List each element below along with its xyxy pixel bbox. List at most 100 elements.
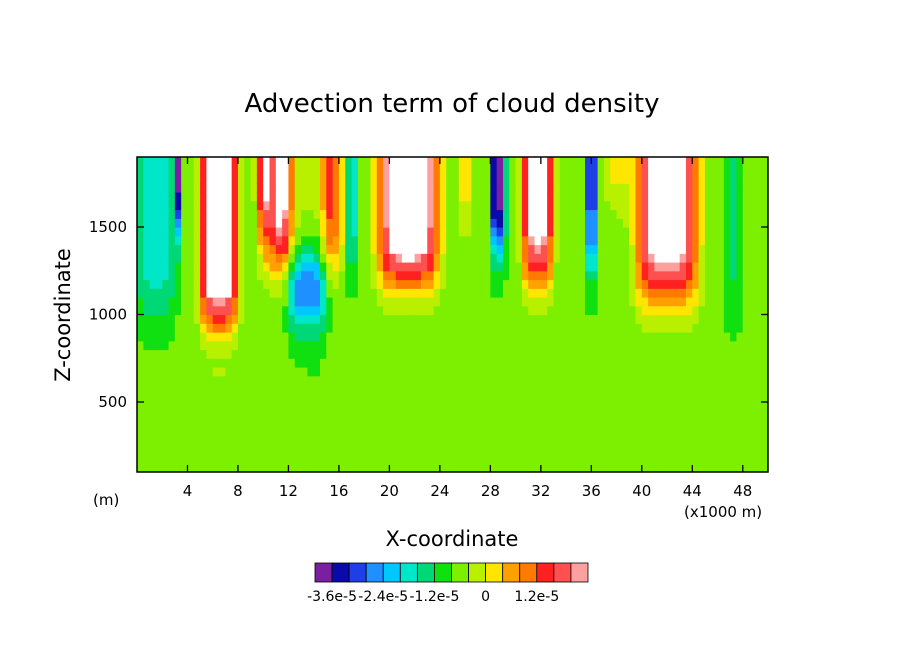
- heatmap-cell: [471, 244, 479, 254]
- heatmap-cell: [427, 358, 435, 368]
- heatmap-cell: [509, 218, 517, 228]
- heatmap-cell: [269, 262, 277, 272]
- heatmap-cell: [553, 384, 561, 394]
- heatmap-cell: [143, 192, 151, 202]
- heatmap-cell: [389, 288, 397, 298]
- heatmap-cell: [414, 393, 422, 403]
- heatmap-cell: [370, 454, 378, 464]
- heatmap-cell: [162, 279, 170, 289]
- heatmap-cell: [502, 410, 510, 421]
- heatmap-cell: [408, 402, 416, 412]
- heatmap-cell: [313, 218, 321, 228]
- heatmap-cell: [603, 288, 611, 298]
- heatmap-cell: [603, 174, 611, 184]
- heatmap-cell: [376, 419, 384, 429]
- heatmap-cell: [723, 323, 731, 333]
- heatmap-cell: [326, 218, 334, 228]
- heatmap-cell: [357, 253, 365, 263]
- heatmap-cell: [137, 244, 144, 254]
- heatmap-cell: [616, 165, 624, 176]
- heatmap-cell: [578, 253, 586, 263]
- heatmap-cell: [383, 165, 390, 176]
- heatmap-cell: [761, 244, 768, 254]
- heatmap-cell: [383, 419, 390, 429]
- heatmap-cell: [193, 165, 201, 176]
- heatmap-cell: [553, 349, 561, 359]
- heatmap-cell: [212, 174, 220, 184]
- heatmap-cell: [761, 174, 768, 184]
- heatmap-cell: [717, 332, 725, 342]
- heatmap-cell: [420, 463, 428, 472]
- heatmap-cell: [301, 279, 308, 289]
- heatmap-cell: [742, 165, 750, 176]
- heatmap-cell: [351, 332, 359, 342]
- heatmap-cell: [370, 428, 378, 438]
- heatmap-cell: [193, 332, 201, 342]
- heatmap-cell: [496, 332, 504, 342]
- heatmap-cell: [193, 323, 201, 333]
- heatmap-cell: [263, 454, 271, 464]
- heatmap-cell: [219, 174, 226, 184]
- heatmap-cell: [572, 384, 580, 394]
- heatmap-cell: [597, 349, 605, 359]
- heatmap-cell: [383, 358, 390, 368]
- heatmap-cell: [288, 349, 296, 359]
- heatmap-cell: [319, 253, 327, 263]
- heatmap-cell: [402, 332, 409, 342]
- heatmap-cell: [711, 367, 719, 377]
- heatmap-cell: [484, 349, 491, 359]
- heatmap-cell: [477, 200, 485, 211]
- heatmap-cell: [742, 393, 750, 403]
- heatmap-cell: [364, 279, 372, 289]
- heatmap-cell: [648, 437, 656, 447]
- heatmap-cell: [319, 428, 327, 438]
- heatmap-cell: [338, 358, 346, 368]
- heatmap-cell: [155, 305, 163, 316]
- heatmap-cell: [673, 419, 681, 429]
- heatmap-cell: [402, 288, 409, 298]
- heatmap-cell: [383, 244, 390, 254]
- heatmap-cell: [711, 428, 719, 438]
- heatmap-cell: [711, 419, 719, 429]
- heatmap-cell: [578, 209, 586, 219]
- heatmap-cell: [585, 244, 592, 254]
- heatmap-cell: [225, 314, 233, 324]
- heatmap-cell: [338, 218, 346, 228]
- heatmap-cell: [471, 192, 479, 202]
- heatmap-cell: [137, 367, 144, 377]
- heatmap-cell: [502, 384, 510, 394]
- heatmap-cell: [484, 288, 491, 298]
- heatmap-cell: [307, 218, 315, 228]
- heatmap-cell: [622, 183, 630, 193]
- heatmap-cell: [338, 340, 346, 351]
- heatmap-cell: [149, 375, 157, 386]
- heatmap-cell: [553, 332, 561, 342]
- heatmap-cell: [427, 235, 435, 246]
- heatmap-cell: [439, 314, 447, 324]
- heatmap-cell: [420, 253, 428, 263]
- heatmap-cell: [212, 349, 220, 359]
- heatmap-cell: [427, 209, 435, 219]
- heatmap-cell: [155, 209, 163, 219]
- heatmap-cell: [219, 279, 226, 289]
- heatmap-cell: [698, 262, 706, 272]
- heatmap-cell: [673, 174, 681, 184]
- heatmap-cell: [231, 428, 239, 438]
- heatmap-cell: [427, 200, 435, 211]
- heatmap-cell: [711, 209, 719, 219]
- heatmap-cell: [313, 463, 321, 472]
- heatmap-cell: [206, 305, 214, 316]
- heatmap-cell: [155, 393, 163, 403]
- heatmap-cell: [717, 235, 725, 246]
- heatmap-cell: [162, 349, 170, 359]
- heatmap-cell: [162, 244, 170, 254]
- heatmap-cell: [338, 410, 346, 421]
- heatmap-cell: [162, 288, 170, 298]
- heatmap-cell: [383, 227, 390, 237]
- heatmap-cell: [237, 305, 245, 316]
- heatmap-cell: [635, 165, 643, 176]
- heatmap-cell: [250, 165, 258, 176]
- heatmap-cell: [174, 297, 182, 307]
- heatmap-cell: [439, 463, 447, 472]
